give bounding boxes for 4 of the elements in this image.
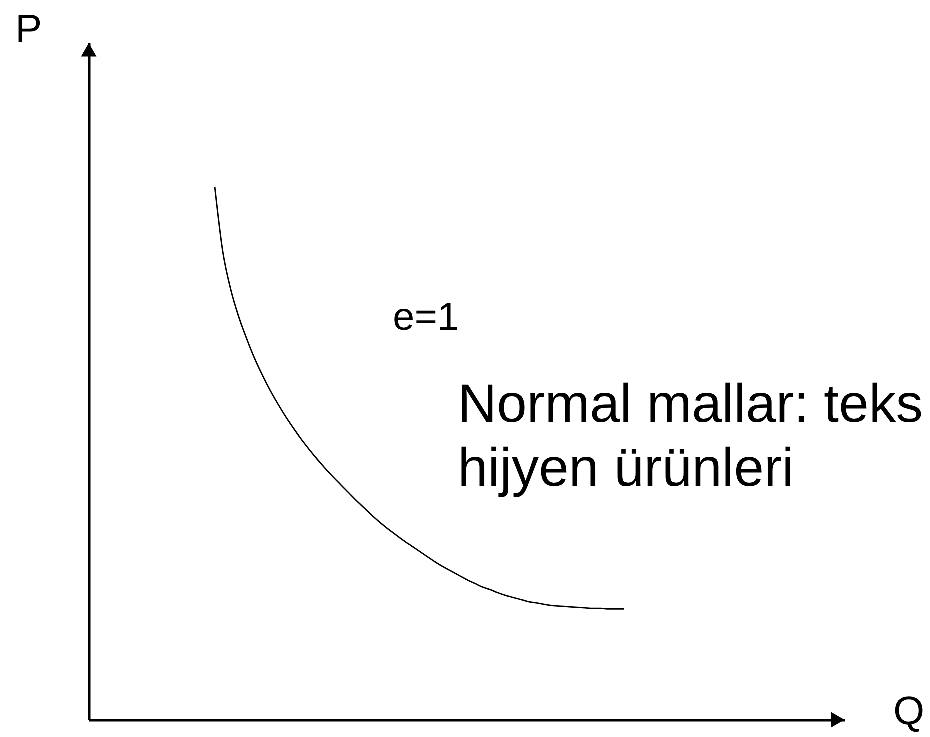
y-axis-title: P: [16, 8, 42, 52]
annotation: e=1: [393, 296, 460, 339]
annotation: Normal mallar: teks hijyen ürünleri: [458, 374, 924, 498]
x-axis-title: Q: [894, 690, 925, 734]
